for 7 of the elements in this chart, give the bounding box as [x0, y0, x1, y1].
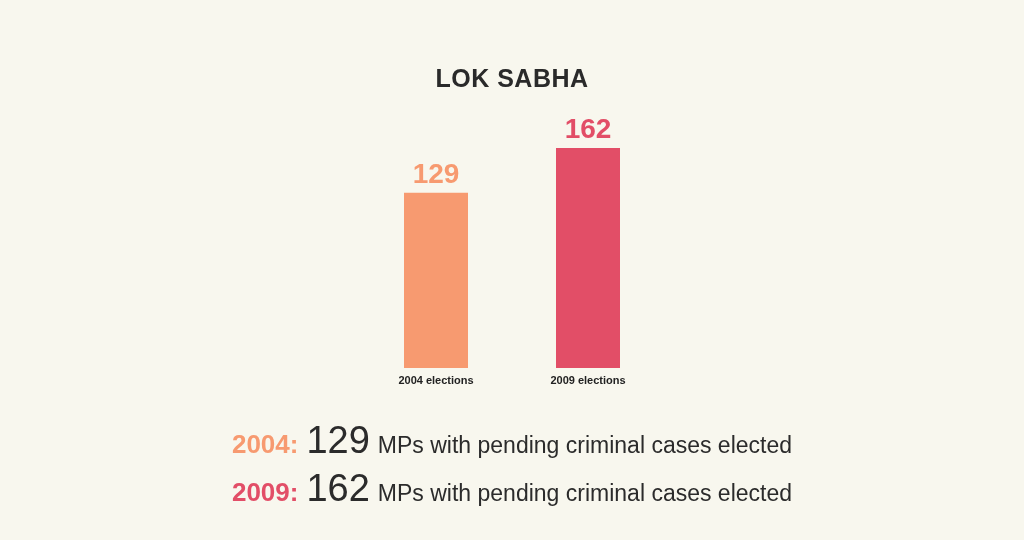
x-tick-label: 2004 elections [398, 373, 474, 386]
text: 2004: 129 MPs with pending criminal cases elected [231, 419, 793, 461]
x-tick-label: 2009 elections [550, 373, 626, 386]
chart-title: LOK SABHA [434, 64, 590, 93]
text: 2009: 162 MPs with pending criminal cases elected [231, 467, 793, 509]
data-label: 129 [412, 157, 460, 189]
data-label: 162 [564, 113, 612, 144]
